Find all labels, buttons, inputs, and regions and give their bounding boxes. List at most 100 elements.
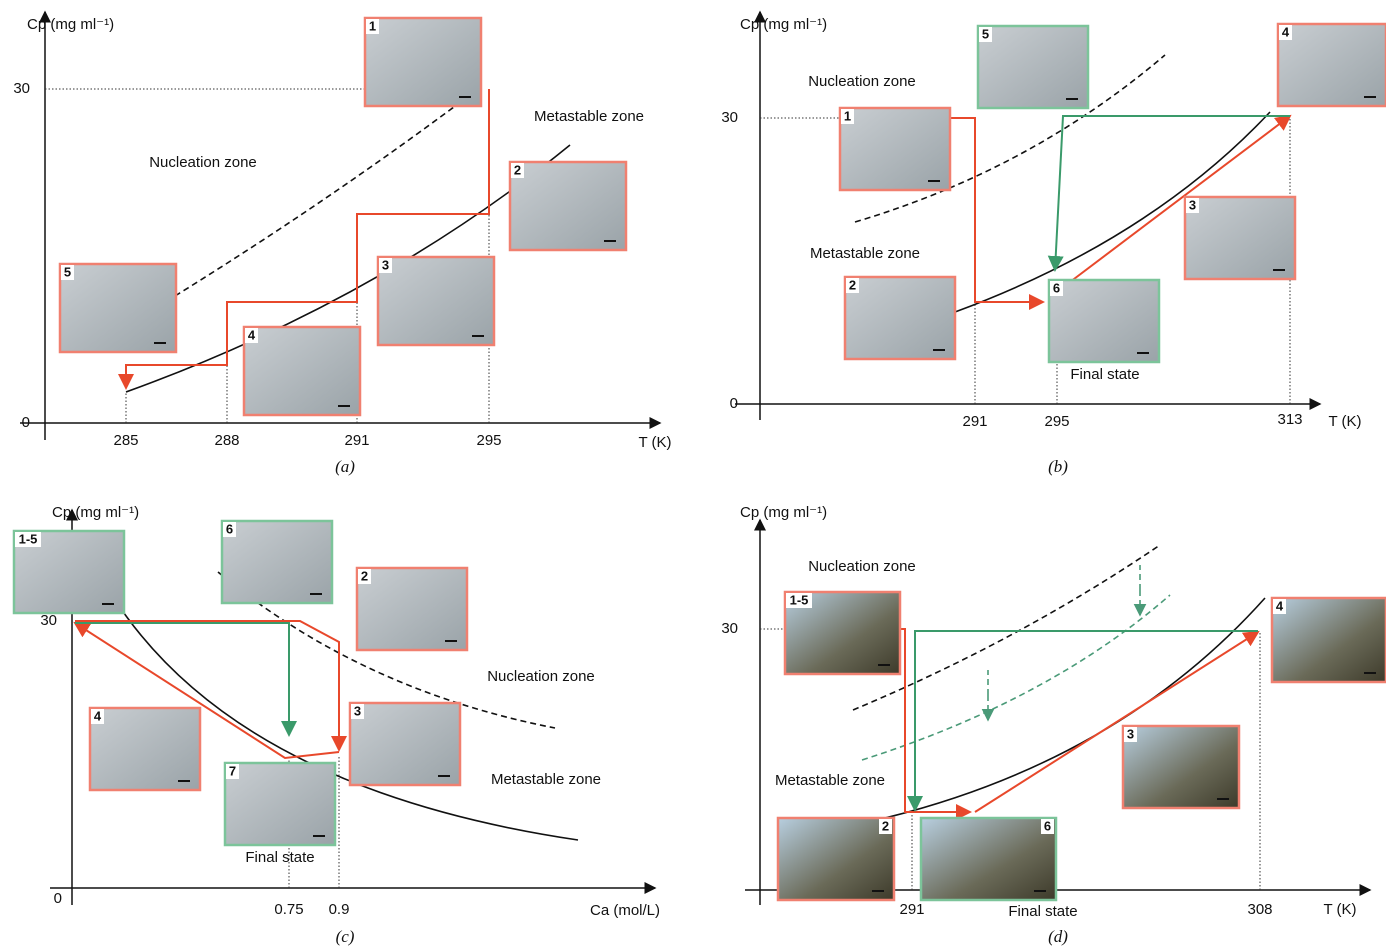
crystal-photo: 3 — [1183, 195, 1297, 281]
y-axis-label: Cp (mg ml⁻¹) — [740, 504, 827, 521]
crystal-photo: 5 — [58, 262, 178, 354]
photo-number: 4 — [248, 327, 256, 342]
x-tick-label: 308 — [1247, 901, 1272, 918]
zone-label: Metastable zone — [534, 108, 644, 125]
photo-image — [919, 816, 1058, 902]
photo-number-box — [1050, 281, 1063, 296]
scale-bar — [313, 835, 325, 837]
photo-number: 3 — [354, 703, 361, 718]
photo-number-box — [15, 532, 41, 547]
crystal-photo: 1-5 — [783, 590, 902, 676]
scale-bar — [1364, 96, 1376, 98]
photo-image — [838, 106, 952, 192]
x-axis-label: T (K) — [638, 434, 671, 451]
photo-number-box — [91, 709, 104, 724]
photo-number: 6 — [1053, 280, 1060, 295]
photo-number-box — [245, 328, 258, 343]
photo-image — [1276, 22, 1386, 108]
crystal-photo: 6 — [919, 816, 1058, 902]
photo-number: 3 — [1127, 726, 1134, 741]
photo-number: 3 — [1189, 197, 1196, 212]
x-axis-label: T (K) — [1323, 901, 1356, 918]
crystal-photo: 7 — [223, 761, 337, 847]
zone-label: Metastable zone — [810, 245, 920, 262]
photo-number-box — [1124, 727, 1137, 742]
crystal-photo: 3 — [1121, 724, 1241, 810]
crystal-photo: 6 — [220, 519, 334, 605]
photo-number: 7 — [229, 763, 236, 778]
scale-bar — [1137, 352, 1149, 354]
panel-labels: (c) Cp (mg ml⁻¹) Ca (mol/L) 0 30 0.75 0.9 Nucle… — [12, 504, 660, 946]
photo-number: 6 — [226, 521, 233, 536]
photo-image — [58, 262, 178, 354]
photo-image — [242, 325, 362, 417]
photo-number-box — [226, 764, 239, 779]
photo-image — [776, 816, 896, 902]
photo-number-box — [366, 19, 379, 34]
crystal-photo: 2 — [508, 160, 628, 252]
crystal-photo: 4 — [242, 325, 362, 417]
x-tick-label: 291 — [344, 432, 369, 449]
x-tick-label: 295 — [1044, 413, 1069, 430]
x-axis-label: T (K) — [1328, 413, 1361, 430]
y-tick-label: 30 — [13, 80, 30, 97]
photo-number: 4 — [94, 708, 102, 723]
photo-image — [843, 275, 957, 361]
panel-b — [735, 10, 1322, 420]
caption: (d) — [1048, 927, 1068, 946]
zone-label: Metastable zone — [491, 771, 601, 788]
photo-image — [88, 706, 202, 792]
x-tick-label: 295 — [476, 432, 501, 449]
y-tick-label: 30 — [721, 620, 738, 637]
scale-bar — [1034, 890, 1046, 892]
caption: (c) — [336, 927, 355, 946]
x-tick-label: 285 — [113, 432, 138, 449]
crystal-photo: 4 — [1276, 22, 1386, 108]
scale-bar — [459, 96, 471, 98]
photo-number: 5 — [64, 264, 71, 279]
zone-label: Metastable zone — [775, 772, 885, 789]
photo-image — [1047, 278, 1161, 364]
photo-number: 1 — [369, 18, 376, 33]
photo-number-box — [786, 593, 812, 608]
x-tick-label: 291 — [899, 901, 924, 918]
photo-image — [976, 24, 1090, 110]
x-tick-label: 313 — [1277, 411, 1302, 428]
scale-bar — [472, 335, 484, 337]
photo-image — [376, 255, 496, 347]
y-axis-label: Cp (mg ml⁻¹) — [52, 504, 139, 521]
zone-label: Nucleation zone — [149, 154, 257, 171]
photo-number-box — [351, 704, 364, 719]
photo-number-box — [379, 258, 392, 273]
scale-bar — [872, 890, 884, 892]
panel-labels: (b) Cp (mg ml⁻¹) T (K) 0 30 291 295 313 Nucleati… — [721, 16, 1386, 476]
zone-label: Nucleation zone — [808, 73, 916, 90]
panel-labels: (a) Cp (mg ml⁻¹) T (K) 0 30 285 288 291 295 Nucle… — [13, 16, 671, 476]
scale-bar — [1066, 98, 1078, 100]
photo-image — [1270, 596, 1386, 684]
caption: (b) — [1048, 457, 1068, 476]
photo-number: 1 — [844, 108, 851, 123]
photo-number-box — [1186, 198, 1199, 213]
final-state-label: Final state — [1008, 903, 1077, 920]
photo-number: 3 — [382, 257, 389, 272]
crystal-photo: 2 — [843, 275, 957, 361]
y-tick-label: 30 — [40, 612, 57, 629]
photo-image — [348, 701, 462, 787]
photo-number: 2 — [514, 162, 521, 177]
photo-number: 1-5 — [790, 592, 809, 607]
scale-bar — [310, 593, 322, 595]
crystal-photo: 3 — [348, 701, 462, 787]
photo-number-box — [846, 278, 859, 293]
photo-number: 5 — [982, 26, 989, 41]
x-tick-label: 0.75 — [274, 901, 303, 918]
y-tick-label: 0 — [54, 890, 62, 907]
x-tick-label: 0.9 — [329, 901, 350, 918]
photo-image — [1121, 724, 1241, 810]
photo-number-box — [61, 265, 74, 280]
y-tick-label: 0 — [730, 395, 738, 412]
x-axis-label: Ca (mol/L) — [590, 902, 660, 919]
photo-number: 6 — [1044, 818, 1051, 833]
photo-number-box — [511, 163, 524, 178]
